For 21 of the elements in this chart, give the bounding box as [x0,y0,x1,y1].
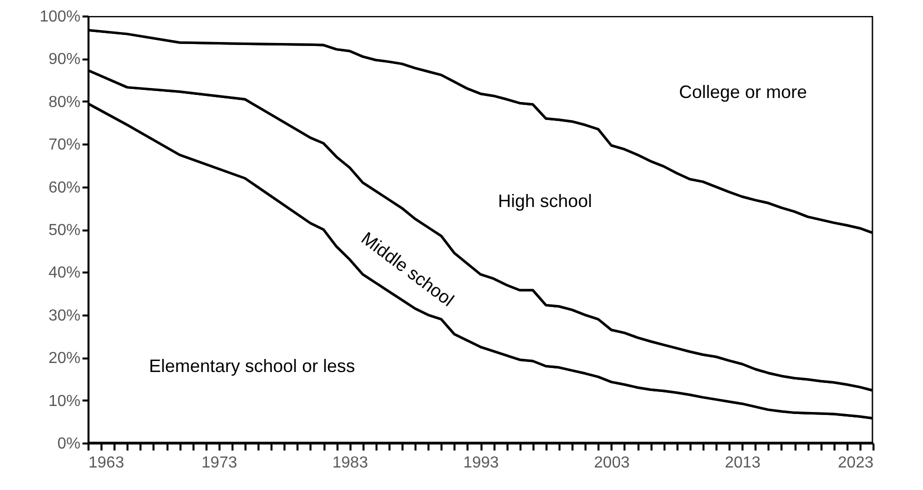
x-tick-label: 2003 [594,454,630,472]
series-label: High school [498,191,592,211]
y-tick-label: 40% [48,264,80,282]
y-tick-label: 20% [48,350,80,368]
x-tick-label: 1993 [463,454,499,472]
y-tick-label: 50% [48,222,80,239]
x-tick-label: 1973 [202,454,238,472]
y-tick-label: 30% [48,307,80,324]
x-tick-label: 1963 [88,454,124,472]
x-tick-label: 2023 [838,454,874,472]
series-label: Elementary school or less [148,356,356,376]
x-tick-label: 1983 [332,454,368,472]
y-tick-label: 90% [48,51,80,68]
y-tick-label: 60% [48,179,80,196]
y-tick-label: 10% [48,392,80,410]
series-label: College or more [678,82,808,102]
x-tick-label: 2013 [724,454,761,472]
y-tick-label: 70% [48,136,80,154]
y-tick-label: 0% [57,436,80,452]
y-tick-label: 80% [48,94,80,111]
y-tick-label: 100% [40,8,80,26]
